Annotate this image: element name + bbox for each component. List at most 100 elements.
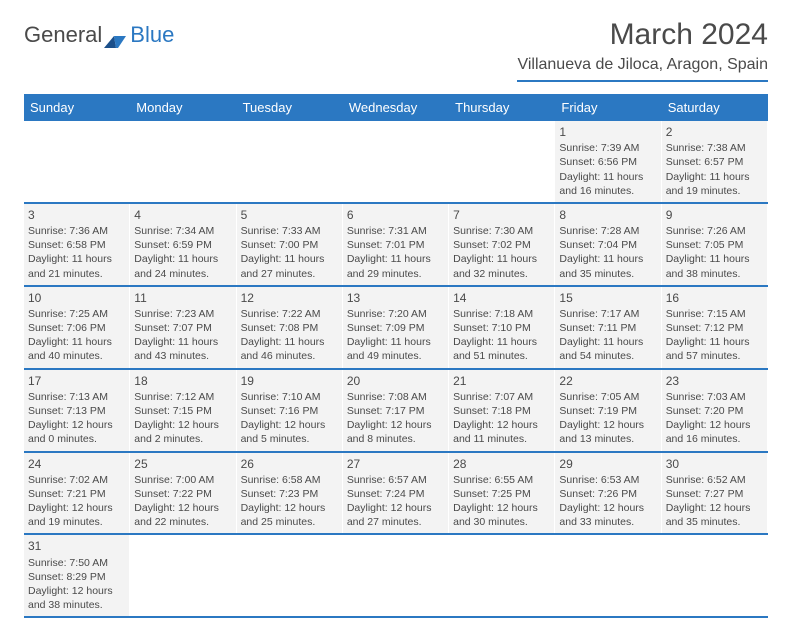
day2-line: and 38 minutes. — [28, 598, 125, 612]
day1-line: Daylight: 12 hours — [134, 418, 231, 432]
sunset-line: Sunset: 7:23 PM — [241, 487, 338, 501]
calendar-cell — [237, 535, 343, 616]
day1-line: Daylight: 11 hours — [347, 335, 444, 349]
calendar-cell: 15Sunrise: 7:17 AMSunset: 7:11 PMDayligh… — [555, 287, 661, 368]
day2-line: and 19 minutes. — [28, 515, 125, 529]
sunrise-line: Sunrise: 7:02 AM — [28, 473, 125, 487]
calendar-cell: 19Sunrise: 7:10 AMSunset: 7:16 PMDayligh… — [237, 370, 343, 451]
calendar-cell: 18Sunrise: 7:12 AMSunset: 7:15 PMDayligh… — [130, 370, 236, 451]
calendar-cell — [449, 121, 555, 202]
day-number: 6 — [347, 207, 444, 223]
day2-line: and 33 minutes. — [559, 515, 656, 529]
day-number: 11 — [134, 290, 231, 306]
day1-line: Daylight: 11 hours — [134, 252, 231, 266]
day-number: 27 — [347, 456, 444, 472]
sunset-line: Sunset: 7:13 PM — [28, 404, 125, 418]
calendar-cell: 29Sunrise: 6:53 AMSunset: 7:26 PMDayligh… — [555, 453, 661, 534]
day-number: 25 — [134, 456, 231, 472]
calendar-cell: 1Sunrise: 7:39 AMSunset: 6:56 PMDaylight… — [555, 121, 661, 202]
day1-line: Daylight: 12 hours — [666, 418, 763, 432]
sunrise-line: Sunrise: 7:25 AM — [28, 307, 125, 321]
day2-line: and 54 minutes. — [559, 349, 656, 363]
calendar-cell — [662, 535, 768, 616]
day-number: 17 — [28, 373, 125, 389]
day-number: 31 — [28, 538, 125, 554]
day1-line: Daylight: 12 hours — [347, 501, 444, 515]
sunrise-line: Sunrise: 7:50 AM — [28, 556, 125, 570]
day1-line: Daylight: 11 hours — [559, 170, 656, 184]
day-number: 30 — [666, 456, 763, 472]
day-number: 2 — [666, 124, 763, 140]
calendar-cell: 27Sunrise: 6:57 AMSunset: 7:24 PMDayligh… — [343, 453, 449, 534]
calendar-cell: 17Sunrise: 7:13 AMSunset: 7:13 PMDayligh… — [24, 370, 130, 451]
sunrise-line: Sunrise: 7:23 AM — [134, 307, 231, 321]
calendar-cell: 6Sunrise: 7:31 AMSunset: 7:01 PMDaylight… — [343, 204, 449, 285]
day2-line: and 27 minutes. — [347, 515, 444, 529]
day1-line: Daylight: 12 hours — [134, 501, 231, 515]
week-row: 24Sunrise: 7:02 AMSunset: 7:21 PMDayligh… — [24, 453, 768, 536]
day-number: 4 — [134, 207, 231, 223]
sunrise-line: Sunrise: 6:55 AM — [453, 473, 550, 487]
day2-line: and 51 minutes. — [453, 349, 550, 363]
sunset-line: Sunset: 7:18 PM — [453, 404, 550, 418]
sunset-line: Sunset: 7:04 PM — [559, 238, 656, 252]
day2-line: and 19 minutes. — [666, 184, 763, 198]
sunrise-line: Sunrise: 6:52 AM — [666, 473, 763, 487]
calendar-cell: 31Sunrise: 7:50 AMSunset: 8:29 PMDayligh… — [24, 535, 130, 616]
day-header: Saturday — [662, 94, 768, 121]
calendar-cell: 26Sunrise: 6:58 AMSunset: 7:23 PMDayligh… — [237, 453, 343, 534]
sunrise-line: Sunrise: 7:34 AM — [134, 224, 231, 238]
day-number: 13 — [347, 290, 444, 306]
day-number: 3 — [28, 207, 125, 223]
day1-line: Daylight: 11 hours — [134, 335, 231, 349]
location-label: Villanueva de Jiloca, Aragon, Spain — [517, 56, 768, 82]
day-header-row: SundayMondayTuesdayWednesdayThursdayFrid… — [24, 94, 768, 121]
day1-line: Daylight: 11 hours — [241, 335, 338, 349]
day-header: Monday — [130, 94, 236, 121]
week-row: 10Sunrise: 7:25 AMSunset: 7:06 PMDayligh… — [24, 287, 768, 370]
logo: General Blue — [24, 18, 174, 48]
day-header: Wednesday — [343, 94, 449, 121]
sunrise-line: Sunrise: 7:03 AM — [666, 390, 763, 404]
calendar-cell: 5Sunrise: 7:33 AMSunset: 7:00 PMDaylight… — [237, 204, 343, 285]
sunrise-line: Sunrise: 6:58 AM — [241, 473, 338, 487]
week-row: 17Sunrise: 7:13 AMSunset: 7:13 PMDayligh… — [24, 370, 768, 453]
day-number: 22 — [559, 373, 656, 389]
day2-line: and 25 minutes. — [241, 515, 338, 529]
day-number: 15 — [559, 290, 656, 306]
sunrise-line: Sunrise: 7:30 AM — [453, 224, 550, 238]
calendar-cell: 23Sunrise: 7:03 AMSunset: 7:20 PMDayligh… — [662, 370, 768, 451]
sunrise-line: Sunrise: 7:08 AM — [347, 390, 444, 404]
sunrise-line: Sunrise: 7:36 AM — [28, 224, 125, 238]
day2-line: and 29 minutes. — [347, 267, 444, 281]
sunset-line: Sunset: 6:59 PM — [134, 238, 231, 252]
week-row: 1Sunrise: 7:39 AMSunset: 6:56 PMDaylight… — [24, 121, 768, 204]
sunset-line: Sunset: 7:06 PM — [28, 321, 125, 335]
sunrise-line: Sunrise: 6:57 AM — [347, 473, 444, 487]
sunrise-line: Sunrise: 7:12 AM — [134, 390, 231, 404]
calendar-cell: 13Sunrise: 7:20 AMSunset: 7:09 PMDayligh… — [343, 287, 449, 368]
calendar-cell: 30Sunrise: 6:52 AMSunset: 7:27 PMDayligh… — [662, 453, 768, 534]
calendar-cell: 22Sunrise: 7:05 AMSunset: 7:19 PMDayligh… — [555, 370, 661, 451]
day-header: Thursday — [449, 94, 555, 121]
day2-line: and 0 minutes. — [28, 432, 125, 446]
day1-line: Daylight: 11 hours — [347, 252, 444, 266]
day-number: 18 — [134, 373, 231, 389]
day1-line: Daylight: 12 hours — [453, 501, 550, 515]
title-block: March 2024 Villanueva de Jiloca, Aragon,… — [517, 18, 768, 82]
sunset-line: Sunset: 8:29 PM — [28, 570, 125, 584]
day2-line: and 21 minutes. — [28, 267, 125, 281]
header: General Blue March 2024 Villanueva de Ji… — [24, 18, 768, 82]
day2-line: and 32 minutes. — [453, 267, 550, 281]
week-row: 31Sunrise: 7:50 AMSunset: 8:29 PMDayligh… — [24, 535, 768, 618]
day1-line: Daylight: 12 hours — [28, 501, 125, 515]
day1-line: Daylight: 12 hours — [347, 418, 444, 432]
month-title: March 2024 — [517, 18, 768, 52]
week-row: 3Sunrise: 7:36 AMSunset: 6:58 PMDaylight… — [24, 204, 768, 287]
day1-line: Daylight: 12 hours — [241, 418, 338, 432]
logo-flag-icon — [104, 28, 128, 42]
sunrise-line: Sunrise: 7:00 AM — [134, 473, 231, 487]
sunrise-line: Sunrise: 7:31 AM — [347, 224, 444, 238]
day-number: 7 — [453, 207, 550, 223]
calendar-cell — [130, 121, 236, 202]
